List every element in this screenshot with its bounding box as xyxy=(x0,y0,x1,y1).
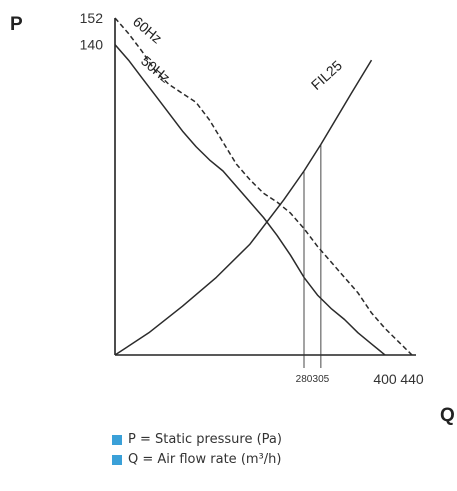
legend-item-p: P = Static pressure (Pa) xyxy=(112,432,282,447)
x-tick-label-440: 440 xyxy=(400,371,424,387)
series-line-60hz xyxy=(114,17,413,356)
x-tick-label-305: 305 xyxy=(313,374,330,385)
legend-label-p: P = Static pressure (Pa) xyxy=(128,432,282,447)
y-tick-label-140: 140 xyxy=(80,37,104,53)
legend-label-q: Q = Air flow rate (m³/h) xyxy=(128,452,282,467)
series-label-fil25: FIL25 xyxy=(308,57,345,93)
x-axis-letter: Q xyxy=(440,405,455,426)
legend-swatch-q xyxy=(112,454,122,465)
legend-swatch-p xyxy=(112,434,122,445)
legend-item-q: Q = Air flow rate (m³/h) xyxy=(112,452,281,467)
x-tick-label-400: 400 xyxy=(373,371,397,387)
y-tick-label-152: 152 xyxy=(80,10,104,26)
x-tick-label-280: 280 xyxy=(296,374,313,385)
series-label-60hz: 60Hz xyxy=(130,13,165,46)
series-line-50hz xyxy=(114,44,386,356)
y-axis-letter: P xyxy=(10,14,23,35)
series-line-fil25 xyxy=(114,59,373,356)
